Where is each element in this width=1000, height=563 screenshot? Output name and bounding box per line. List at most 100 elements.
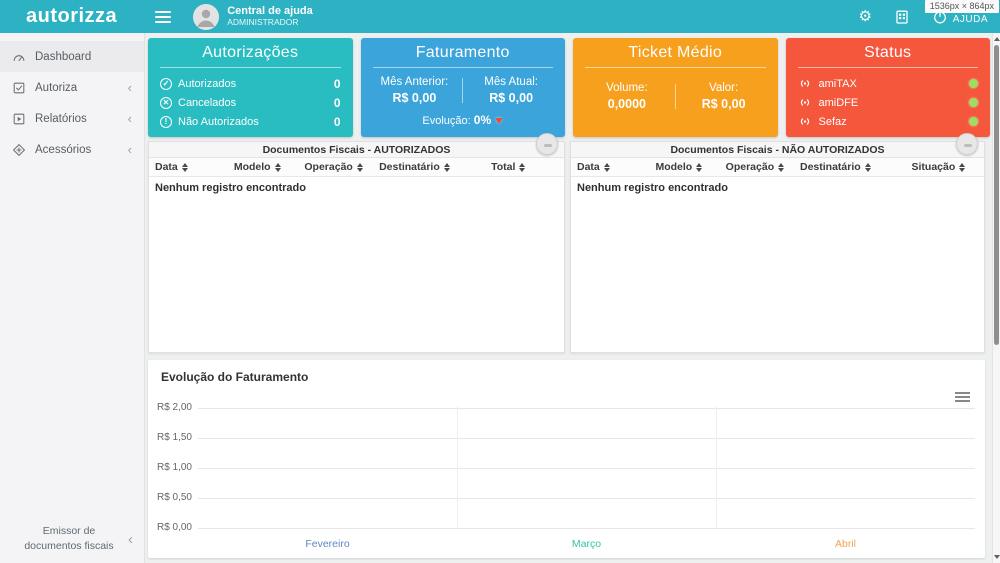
row-value: 0 [333,76,341,91]
x-circle-icon: ✕ [160,96,172,109]
divider [462,78,464,103]
sort-icon [519,162,526,172]
check-circle-icon: ✓ [160,77,172,90]
row-label: Não Autorizados [178,115,259,128]
page-scrollbar[interactable] [992,33,1000,563]
x-tick-abril: Abril [834,538,856,550]
faturamento-columns: Mês Anterior: R$ 0,00 Mês Atual: R$ 0,00 [361,74,566,105]
column-header-operacao[interactable]: Operação [720,161,794,173]
evolucao-value: 0% [473,113,492,127]
column-header-data[interactable]: Data [571,161,649,173]
divider [797,67,978,68]
sidebar-item-label: Autoriza [35,81,78,94]
y-tick-label: R$ 1,00 [156,462,192,473]
sort-icon [959,162,966,172]
row-label: Cancelados [178,96,237,109]
y-tick-label: R$ 0,50 [156,492,192,503]
column-header-total[interactable]: Total [485,161,564,173]
sidebar-item-label: Dashboard [35,50,92,63]
status-online-dot [969,98,978,107]
scrollbar-thumb[interactable] [994,45,999,345]
user-info[interactable]: Central de ajuda ADMINISTRADOR [227,5,313,27]
broadcast-icon [800,99,809,106]
emissor-label: Emissor de documentos fiscais [24,524,114,553]
cancelados-row: ✕ Cancelados 0 [148,93,353,112]
status-row-sefaz: Sefaz [786,112,991,131]
card-title: Ticket Médio [628,44,723,61]
status-row-amitax: amiTAX [786,74,991,93]
kpi-cards-row: Autorizações ✓ Autorizados 0 ✕ Cancelado… [148,38,990,137]
volume: Volume: 0,0000 [606,82,648,111]
scroll-down-arrow-icon[interactable] [994,555,1000,559]
evolucao-row: Evolução: 0% [361,113,566,127]
row-value: 0 [333,95,341,110]
table-not-authorized-panel: Documentos Fiscais - NÃO AUTORIZADOS Dat… [570,133,985,353]
sort-icon [181,162,188,172]
divider [372,67,553,68]
topbar: autorizza Central de ajuda ADMINISTRADOR… [0,0,1000,33]
broadcast-icon [800,118,809,125]
table-header-row: Data Modelo Operação Destinatário Situaç… [571,158,984,177]
table-header-row: Data Modelo Operação Destinatário Total [149,158,564,177]
column-header-operacao[interactable]: Operação [298,161,373,173]
ticket-columns: Volume: 0,0000 Valor: R$ 0,00 [573,74,778,111]
user-role: ADMINISTRADOR [227,16,299,27]
topbar-actions: ⚙ [859,0,948,33]
menu-toggle-icon[interactable] [155,10,172,23]
card-title: Status [864,44,912,61]
sidebar-nav: Dashboard Autoriza ‹ Relatórios ‹ [0,33,144,165]
sidebar-item-acessorios[interactable]: Acessórios ‹ [0,134,144,165]
panel-scroll-top-button[interactable] [536,133,558,155]
sidebar-item-dashboard[interactable]: Dashboard [0,41,144,72]
broadcast-icon [800,80,809,87]
column-header-data[interactable]: Data [149,161,228,173]
y-tick-label: R$ 0,00 [156,522,192,533]
column-header-modelo[interactable]: Modelo [649,161,719,173]
logo[interactable]: autorizza [26,5,118,27]
play-square-icon [13,113,25,124]
chevron-left-icon: ‹ [127,111,132,126]
panel-scroll-top-button[interactable] [956,133,978,155]
gauge-icon [13,54,25,61]
sidebar-footer-emissor[interactable]: Emissor de documentos fiscais ‹ [0,524,145,556]
valor: Valor: R$ 0,00 [701,82,746,111]
column-header-destinatario[interactable]: Destinatário [794,161,906,173]
service-label: Sefaz [818,115,847,128]
x-tick-marco: Março [571,538,602,550]
column-header-situacao[interactable]: Situação [906,161,984,173]
chevron-left-icon: ‹ [127,80,132,95]
sort-icon [778,162,785,172]
settings-gear-icon[interactable]: ⚙ [858,8,872,25]
mes-atual: Mês Atual: R$ 0,00 [484,76,538,105]
ajuda-link[interactable]: AJUDA [952,14,988,25]
chart-plot-area [198,404,975,529]
column-header-destinatario[interactable]: Destinatário [373,161,485,173]
nao-autorizados-row: ! Não Autorizados 0 [148,112,353,131]
help-center-label: Central de ajuda [227,5,313,18]
company-building-icon[interactable] [894,9,910,25]
sort-icon [274,162,281,172]
sidebar-item-relatorios[interactable]: Relatórios ‹ [0,103,144,134]
chevron-left-icon[interactable]: ‹ [128,530,133,548]
service-label: amiDFE [818,96,859,109]
scroll-up-arrow-icon[interactable] [994,37,1000,41]
gridline [198,468,975,469]
chart-title: Evolução do Faturamento [161,370,309,384]
gridline-vertical [715,406,717,528]
column-header-modelo[interactable]: Modelo [228,161,299,173]
sort-icon [864,162,871,172]
status-online-dot [969,79,978,88]
card-ticket-medio: Ticket Médio Volume: 0,0000 Valor: R$ 0,… [573,38,778,137]
sort-icon [356,162,363,172]
chart-context-menu-icon[interactable] [953,390,972,404]
status-row-amidfe: amiDFE [786,93,991,112]
x-tick-fevereiro: Fevereiro [305,538,350,550]
avatar[interactable] [193,3,220,30]
sidebar-item-autoriza[interactable]: Autoriza ‹ [0,72,144,103]
empty-table-message: Nenhum registro encontrado [577,182,728,194]
check-square-icon [13,82,25,93]
gridline [198,438,975,439]
sort-icon [696,162,703,172]
diamond-plus-icon [13,143,25,156]
